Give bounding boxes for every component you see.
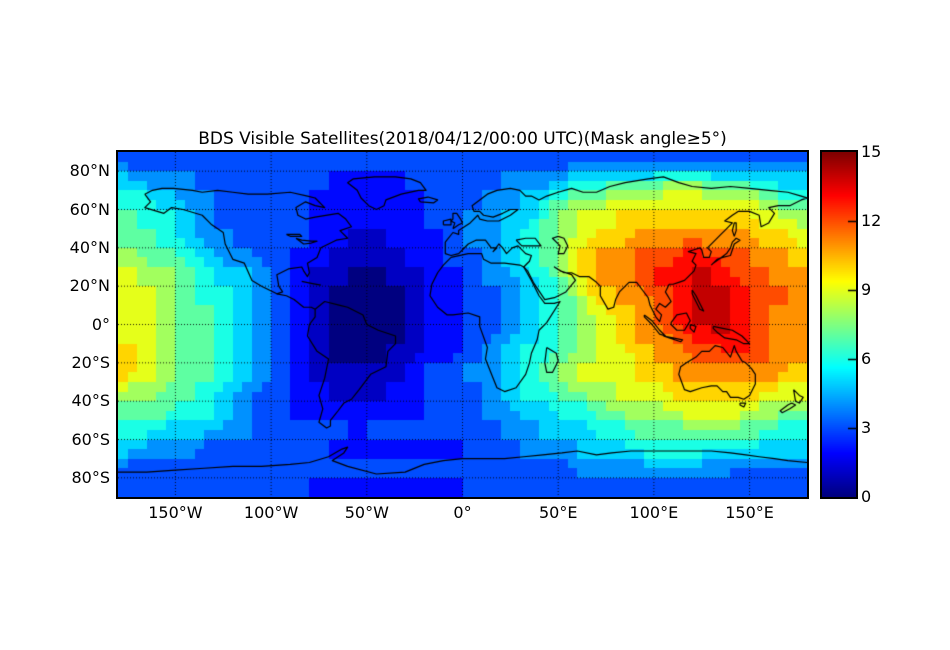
y-tick-label: 20°S [71,352,110,372]
x-tick-label: 100°W [243,503,299,522]
y-tick-label: 40°N [69,237,110,257]
colorbar-tick-label: 9 [861,280,872,299]
colorbar-tick-label: 12 [861,211,882,230]
x-tick-label: 0° [453,503,472,522]
colorbar-canvas [822,152,856,497]
colorbar-frame [820,150,858,499]
y-tick-label: 60°S [71,429,110,449]
colorbar-tick-label: 0 [861,487,872,506]
y-tick-label: 80°N [69,161,110,181]
x-tick-label: 50°W [344,503,389,522]
y-tick-label: 80°S [71,467,110,487]
x-tick-label: 150°W [148,503,203,522]
y-tick-label: 40°S [71,391,110,411]
colorbar-tick-label: 15 [861,142,882,161]
y-tick-label: 60°N [69,199,110,219]
colorbar-tick-label: 6 [861,349,872,368]
x-tick-label: 100°E [629,503,679,522]
colorbar-tick-label: 3 [861,418,872,437]
y-tick-label: 0° [91,314,110,334]
map-plot-frame [116,150,809,499]
x-tick-label: 50°E [538,503,578,522]
chart-title: BDS Visible Satellites(2018/04/12/00:00 … [198,129,727,149]
world-heatmap-canvas [118,152,807,497]
y-tick-label: 20°N [69,276,110,296]
x-tick-label: 150°E [725,503,774,522]
